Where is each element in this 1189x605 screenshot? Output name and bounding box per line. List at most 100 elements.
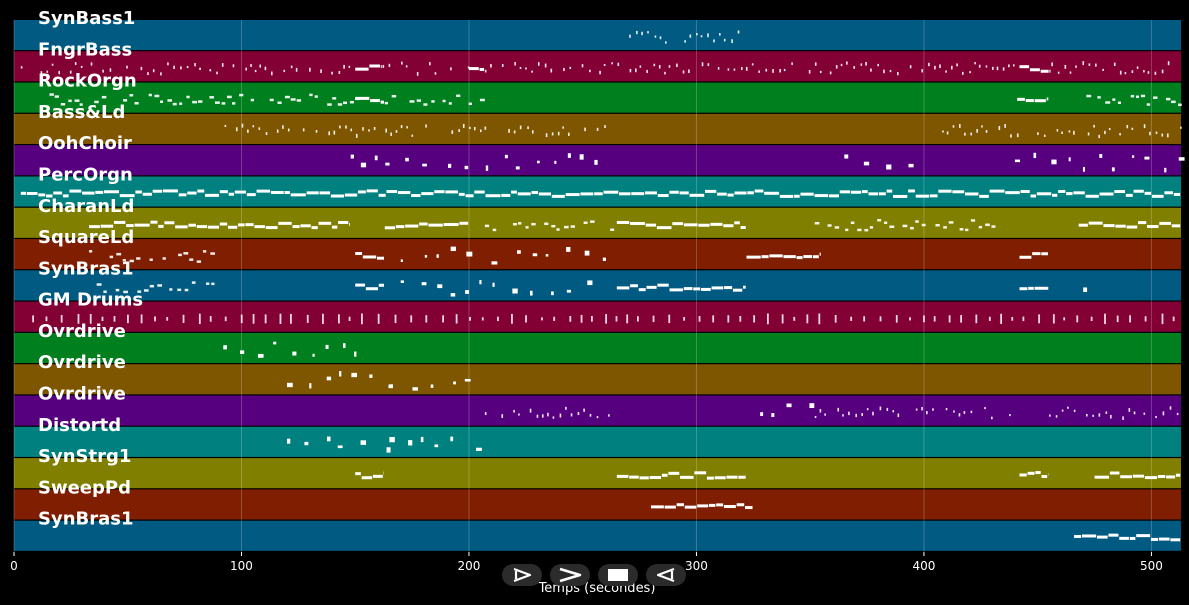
- note-mark: [54, 95, 59, 98]
- note-mark: [1025, 99, 1034, 103]
- note-mark: [1167, 133, 1169, 138]
- note-mark: [1112, 98, 1116, 101]
- note-mark: [172, 102, 177, 106]
- note-mark: [661, 473, 668, 477]
- note-mark: [320, 69, 322, 73]
- note-mark: [1004, 124, 1006, 128]
- forward-button[interactable]: [550, 564, 590, 586]
- note-mark: [354, 351, 357, 357]
- note-mark: [1173, 192, 1181, 196]
- note-mark: [508, 128, 510, 133]
- note-mark: [596, 416, 599, 419]
- note-mark: [970, 410, 973, 414]
- note-mark: [309, 383, 312, 389]
- note-mark: [1096, 535, 1108, 539]
- note-mark: [1147, 225, 1159, 229]
- note-mark: [740, 226, 746, 230]
- note-mark: [547, 412, 549, 417]
- note-mark: [659, 36, 662, 40]
- note-mark: [481, 317, 484, 321]
- play-button[interactable]: [502, 564, 542, 586]
- note-mark: [668, 65, 671, 68]
- note-mark: [1020, 189, 1030, 193]
- note-mark: [90, 62, 93, 66]
- note-mark: [479, 129, 482, 133]
- note-mark: [207, 225, 220, 229]
- note-mark: [420, 436, 424, 443]
- note-mark: [1104, 130, 1106, 135]
- note-mark: [1067, 406, 1069, 409]
- note-mark: [129, 259, 134, 263]
- track-label: CharanLd: [38, 196, 134, 217]
- note-mark: [227, 225, 238, 229]
- note-mark: [545, 133, 548, 138]
- note-mark: [580, 192, 594, 196]
- note-mark: [979, 194, 989, 198]
- note-mark: [1066, 192, 1073, 196]
- note-mark: [178, 193, 187, 197]
- stop-button[interactable]: [598, 564, 638, 586]
- note-mark: [518, 222, 522, 225]
- note-mark: [1012, 64, 1015, 67]
- note-mark: [1155, 131, 1158, 134]
- note-mark: [818, 313, 821, 325]
- note-mark: [939, 64, 941, 69]
- note-mark: [563, 67, 565, 72]
- note-mark: [209, 315, 212, 322]
- note-mark: [152, 189, 163, 193]
- note-mark: [423, 103, 428, 106]
- note-mark: [357, 190, 366, 194]
- note-mark: [834, 226, 840, 229]
- note-mark: [531, 70, 533, 73]
- note-mark: [970, 219, 976, 222]
- track-label: SynBras1: [38, 509, 134, 530]
- note-mark: [40, 71, 43, 75]
- note-mark: [646, 285, 657, 289]
- note-mark: [921, 406, 923, 411]
- note-mark: [1099, 154, 1103, 158]
- note-mark: [182, 314, 185, 323]
- note-mark: [723, 224, 734, 228]
- note-mark: [948, 221, 954, 224]
- note-mark: [668, 314, 671, 324]
- note-mark: [892, 410, 895, 413]
- grid-lines: [13, 20, 1152, 552]
- note-mark: [791, 62, 793, 65]
- note-mark: [361, 476, 373, 480]
- note-mark: [923, 315, 925, 323]
- note-mark: [1166, 475, 1176, 479]
- note-mark: [846, 61, 848, 65]
- back-icon: [656, 567, 675, 583]
- note-mark: [921, 69, 924, 73]
- note-mark: [189, 258, 194, 261]
- note-mark: [49, 93, 54, 96]
- back-button[interactable]: [646, 564, 686, 586]
- note-mark: [739, 316, 742, 322]
- note-mark: [1131, 127, 1134, 130]
- note-mark: [964, 132, 966, 136]
- note-mark: [246, 193, 256, 197]
- note-mark: [154, 94, 160, 98]
- note-mark: [306, 191, 319, 195]
- note-mark: [126, 224, 134, 228]
- note-mark: [370, 99, 380, 103]
- note-mark: [405, 65, 408, 68]
- note-mark: [959, 124, 961, 128]
- note-mark: [1113, 62, 1116, 66]
- note-mark: [400, 125, 403, 129]
- note-mark: [676, 63, 678, 68]
- note-mark: [211, 282, 215, 286]
- note-mark: [1133, 189, 1144, 193]
- note-mark: [450, 246, 456, 252]
- note-mark: [1161, 133, 1164, 137]
- note-mark: [976, 129, 978, 133]
- note-mark: [519, 125, 522, 130]
- note-mark: [537, 62, 540, 66]
- note-mark: [580, 314, 583, 323]
- note-mark: [491, 261, 498, 265]
- note-mark: [511, 190, 517, 194]
- note-mark: [292, 225, 300, 229]
- note-mark: [173, 65, 175, 69]
- note-mark: [579, 154, 584, 160]
- note-mark: [169, 288, 173, 291]
